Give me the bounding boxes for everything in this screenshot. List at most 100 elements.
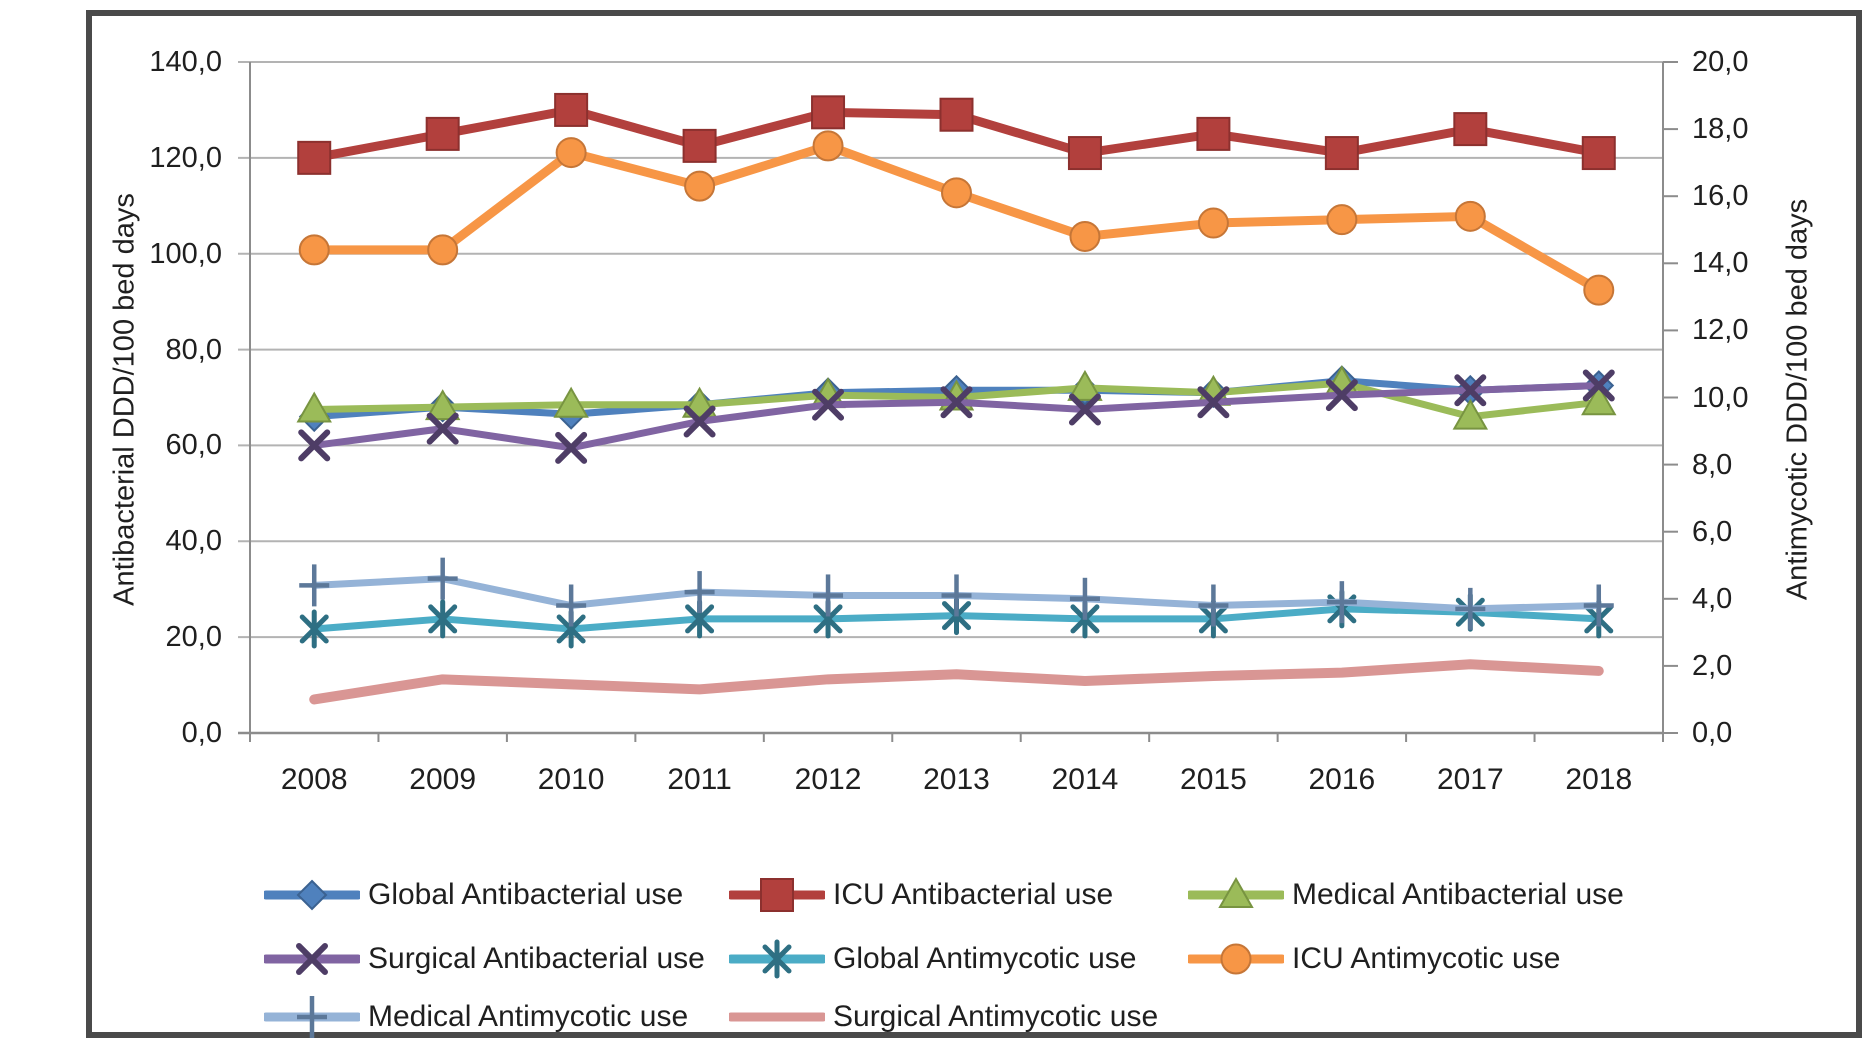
series-line-icu-antimycotic-use: [309, 141, 1604, 295]
series-marker-icu-antibacterial-use: [1581, 136, 1616, 171]
legend-label: Global Antibacterial use: [368, 878, 684, 911]
legend-label: Surgical Antibacterial use: [368, 942, 705, 975]
series-marker-icu-antibacterial-use: [425, 116, 460, 151]
year-label: 2010: [537, 763, 605, 796]
series-marker-icu-antimycotic-use: [812, 130, 844, 162]
left-tick-label: 140,0: [149, 46, 222, 78]
series-marker-medical-antibacterial-use: [296, 391, 332, 423]
legend-marker-icon: [729, 1012, 825, 1022]
year-label: 2013: [923, 763, 990, 796]
right-tick-label: 2,0: [1692, 649, 1733, 682]
left-tick-label: 20,0: [165, 621, 222, 654]
left-tick-label: 0,0: [181, 717, 222, 749]
series-marker-icu-antibacterial-use: [760, 878, 794, 912]
right-tick-label: 8,0: [1692, 448, 1733, 481]
series-marker-icu-antimycotic-use: [684, 170, 716, 202]
series-marker-medical-antibacterial-use: [1218, 876, 1254, 908]
series-marker-icu-antimycotic-use: [1326, 204, 1358, 236]
series-marker-surgical-antibacterial-use: [812, 388, 845, 421]
series-marker-surgical-antibacterial-use: [1068, 393, 1101, 426]
series-marker-icu-antimycotic-use: [555, 137, 587, 169]
year-label: 2017: [1436, 763, 1504, 796]
series-marker-icu-antimycotic-use: [298, 234, 330, 266]
series-marker-surgical-antibacterial-use: [1582, 369, 1615, 402]
series-marker-global-antimycotic-use: [299, 614, 329, 644]
series-marker-surgical-antibacterial-use: [1454, 374, 1487, 407]
series-marker-icu-antimycotic-use: [1197, 207, 1229, 239]
series-marker-global-antimycotic-use: [556, 614, 586, 644]
right-tick-label: 20,0: [1692, 46, 1749, 78]
series-marker-surgical-antibacterial-use: [1197, 386, 1230, 419]
series-marker-icu-antimycotic-use: [1454, 200, 1486, 232]
year-label: 2014: [1051, 763, 1119, 796]
legend-item-surgical-antibacterial-use: Surgical Antibacterial use: [264, 936, 705, 982]
right-tick-label: 12,0: [1692, 314, 1749, 347]
series-marker-icu-antibacterial-use: [682, 128, 717, 163]
series-marker-medical-antibacterial-use: [1067, 369, 1103, 401]
series-marker-icu-antimycotic-use: [1583, 274, 1615, 306]
series-marker-medical-antibacterial-use: [424, 389, 461, 421]
legend-label: Surgical Antimycotic use: [833, 1000, 1159, 1033]
left-tick-label: 100,0: [149, 237, 222, 270]
legend-item-global-antibacterial-use: Global Antibacterial use: [264, 872, 683, 918]
left-tick-label: 120,0: [149, 141, 222, 174]
legend-item-global-antimycotic-use: Global Antimycotic use: [729, 936, 1136, 982]
series-marker-global-antimycotic-use: [685, 604, 715, 634]
legend-label: ICU Antimycotic use: [1292, 942, 1561, 975]
legend-marker-icon: [264, 996, 360, 1038]
series-marker-icu-antibacterial-use: [297, 140, 332, 175]
series-marker-surgical-antibacterial-use: [296, 943, 328, 975]
series-marker-medical-antibacterial-use: [1581, 384, 1617, 416]
series-marker-icu-antibacterial-use: [939, 97, 974, 132]
right-tick-label: 14,0: [1692, 247, 1749, 280]
right-tick-label: 18,0: [1692, 113, 1749, 146]
series-marker-icu-antibacterial-use: [1067, 136, 1102, 171]
series-marker-medical-antibacterial-use: [553, 386, 589, 418]
legend-item-surgical-antimycotic-use: Surgical Antimycotic use: [729, 994, 1158, 1040]
year-label: 2009: [409, 763, 477, 796]
legend-marker-icon: [729, 939, 825, 979]
right-tick-label: 6,0: [1692, 515, 1733, 548]
series-marker-icu-antibacterial-use: [811, 95, 846, 130]
series-marker-icu-antibacterial-use: [1196, 116, 1231, 151]
series-marker-surgical-antibacterial-use: [298, 429, 331, 462]
legend-label: Global Antimycotic use: [833, 942, 1137, 975]
right-tick-label: 16,0: [1692, 180, 1749, 213]
series-marker-global-antibacterial-use: [296, 879, 328, 911]
left-tick-label: 40,0: [165, 525, 222, 558]
legend-marker-icon: [1188, 943, 1284, 975]
legend-label: ICU Antibacterial use: [833, 878, 1114, 911]
series-marker-global-antimycotic-use: [428, 604, 458, 634]
left-tick-label: 80,0: [165, 333, 222, 366]
figure-border-frame: [86, 10, 1862, 1038]
legend-item-icu-antimycotic-use: ICU Antimycotic use: [1188, 936, 1560, 982]
year-label: 2011: [667, 763, 732, 796]
right-tick-label: 0,0: [1692, 717, 1733, 749]
series-marker-icu-antibacterial-use: [554, 92, 589, 127]
series-marker-surgical-antibacterial-use: [1325, 379, 1358, 412]
year-label: 2012: [794, 763, 862, 796]
series-marker-icu-antimycotic-use: [1069, 220, 1101, 252]
series-line-surgical-antimycotic-use: [309, 659, 1604, 705]
series-marker-icu-antibacterial-use: [1453, 112, 1488, 147]
year-label: 2008: [280, 763, 348, 796]
series-marker-surgical-antibacterial-use: [555, 431, 588, 464]
year-label: 2015: [1180, 763, 1247, 796]
legend-item-medical-antibacterial-use: Medical Antibacterial use: [1188, 872, 1624, 918]
legend-label: Medical Antimycotic use: [368, 1000, 689, 1033]
series-marker-surgical-antibacterial-use: [426, 412, 459, 445]
legend-marker-icon: [729, 878, 825, 912]
left-tick-label: 60,0: [165, 429, 222, 462]
series-marker-global-antimycotic-use: [762, 944, 792, 974]
series-marker-icu-antimycotic-use: [427, 234, 459, 266]
year-label: 2016: [1308, 763, 1376, 796]
series-marker-global-antimycotic-use: [813, 604, 843, 634]
legend-item-medical-antimycotic-use: Medical Antimycotic use: [264, 994, 688, 1040]
series-marker-medical-antibacterial-use: [1452, 398, 1489, 430]
legend-marker-icon: [1188, 876, 1284, 908]
left-axis-title: Antibacterial DDD/100 bed days: [108, 193, 141, 606]
right-tick-label: 10,0: [1692, 381, 1749, 414]
legend-marker-icon: [264, 943, 360, 975]
